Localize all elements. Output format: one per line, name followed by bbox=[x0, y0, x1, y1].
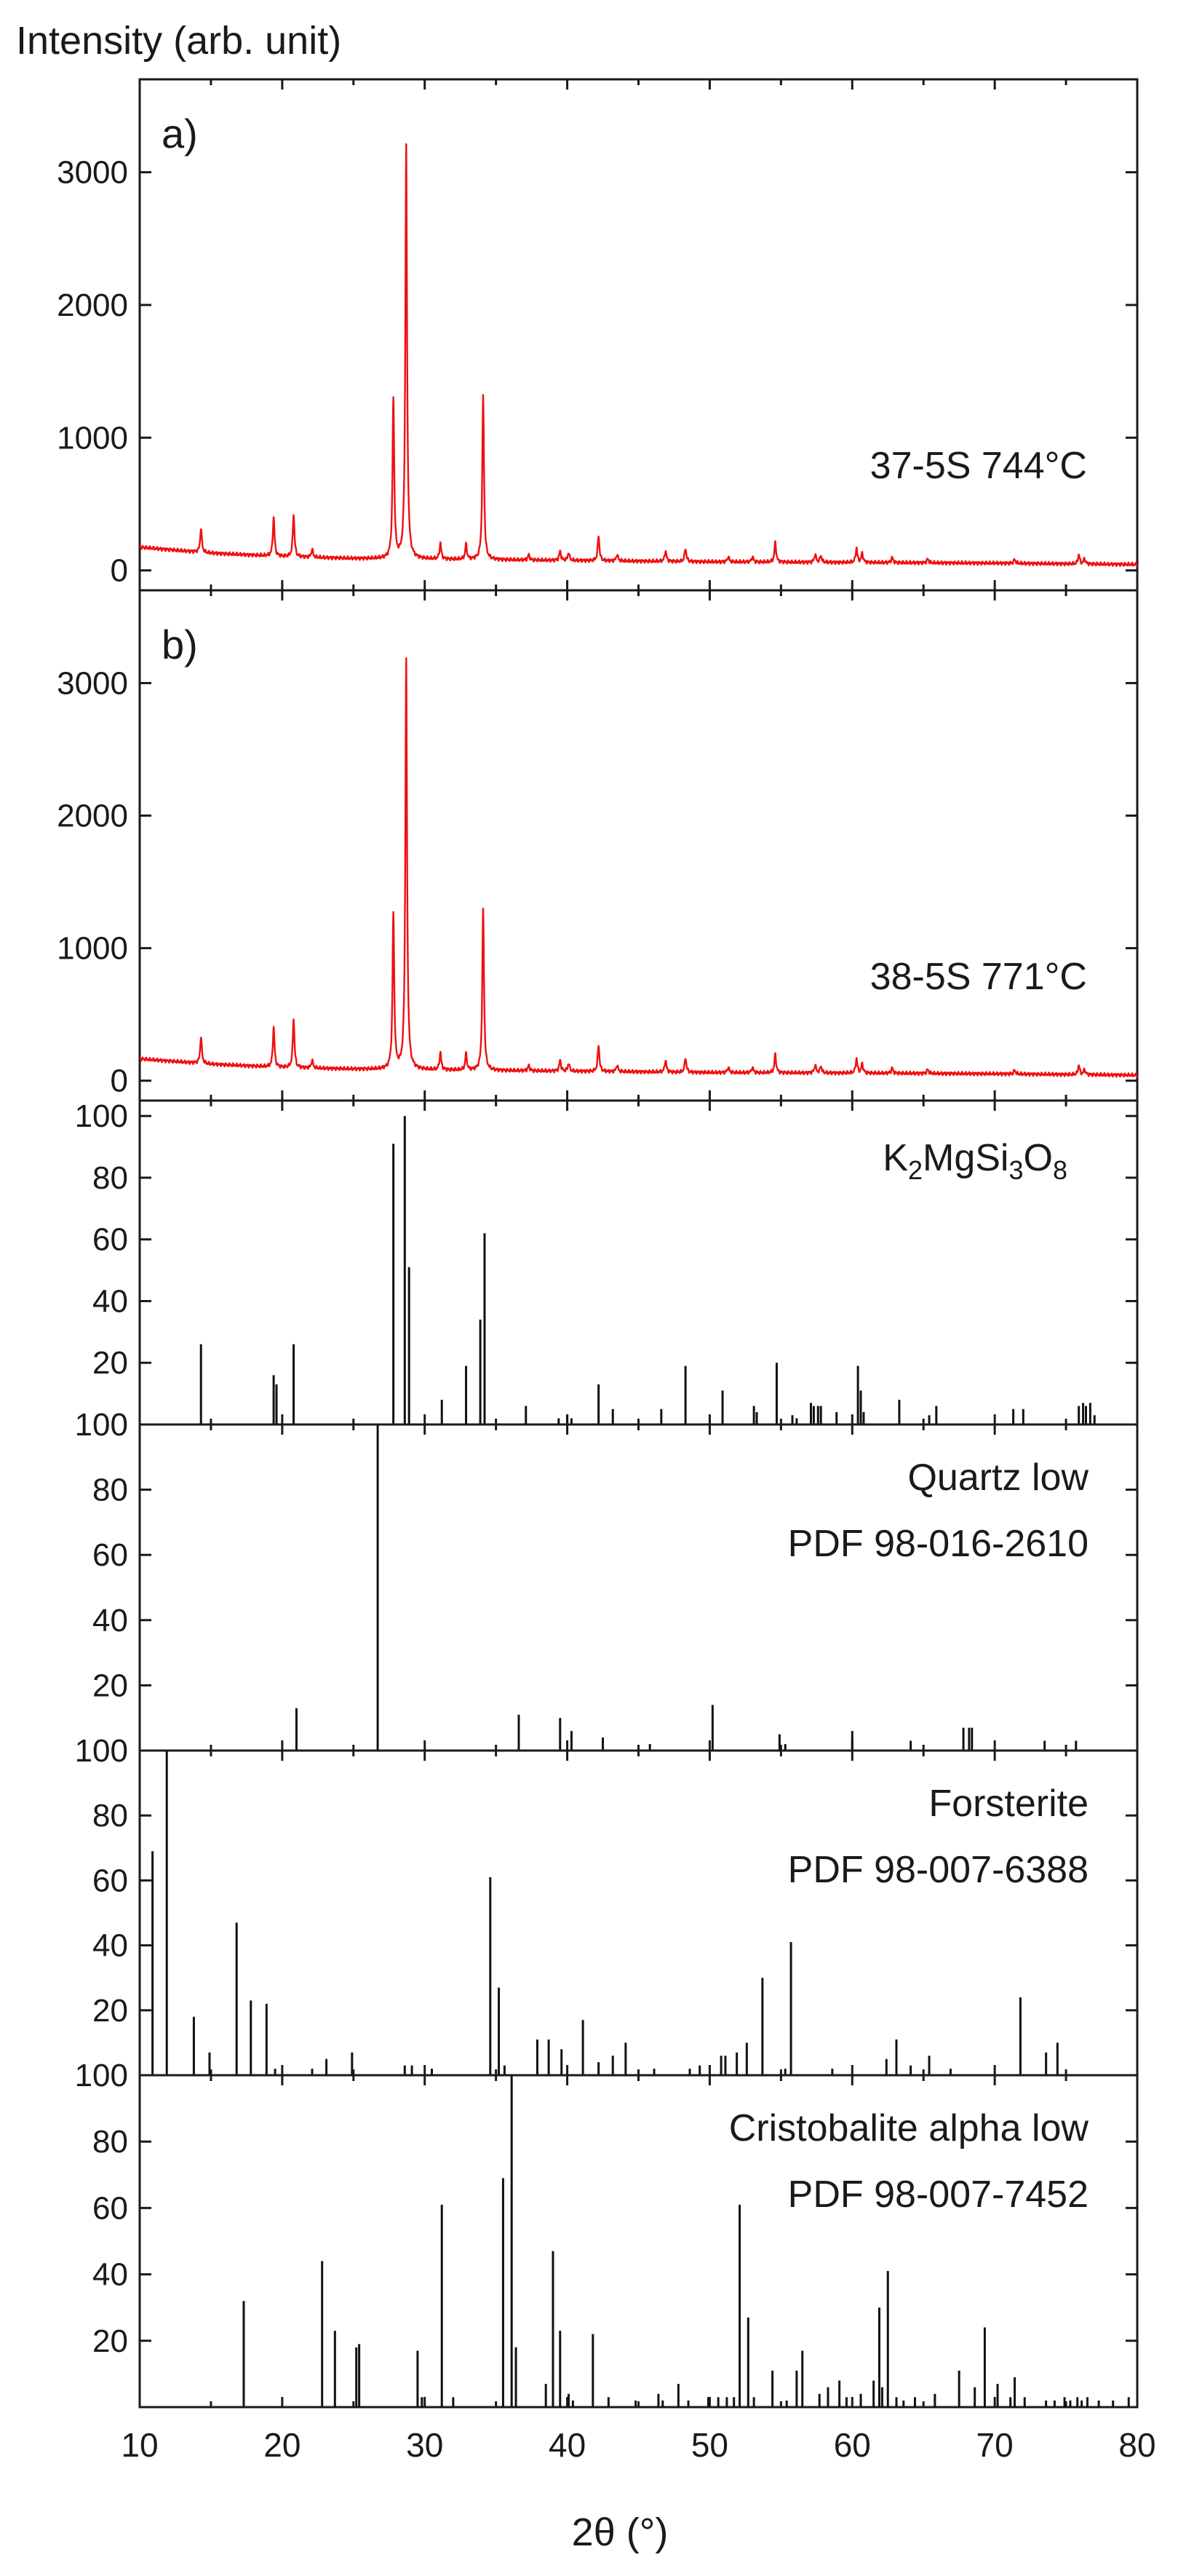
x-tick-label: 20 bbox=[263, 2426, 301, 2464]
reference-annotation: Quartz low bbox=[907, 1457, 1089, 1499]
y-tick-label: 60 bbox=[92, 1537, 128, 1573]
pattern-trace bbox=[139, 657, 1139, 1078]
panel-2: 0 1000 2000 3000 b) 38-5S 771°C bbox=[57, 589, 1139, 1102]
x-tick-label: 30 bbox=[406, 2426, 443, 2464]
y-tick-label: 100 bbox=[75, 1098, 128, 1134]
y-tick-label: 100 bbox=[75, 1407, 128, 1443]
y-tick-label: 40 bbox=[92, 1928, 128, 1964]
panel-6: 20 40 60 80 100 Cristobalite alpha low PDF 98-… bbox=[75, 2058, 1139, 2409]
y-tick-label: 3000 bbox=[57, 665, 128, 701]
y-tick-label: 80 bbox=[92, 1160, 128, 1196]
y-tick-label: 60 bbox=[92, 1863, 128, 1898]
plot-frame bbox=[138, 78, 1139, 592]
x-tick-label: 80 bbox=[1118, 2426, 1155, 2464]
x-axis-title: 2θ (°) bbox=[572, 2510, 669, 2554]
panel-label: b) bbox=[162, 622, 198, 667]
y-tick-label: 60 bbox=[92, 1222, 128, 1258]
x-tick-label: 50 bbox=[691, 2426, 728, 2464]
sample-annotation: 38-5S 771°C bbox=[870, 956, 1087, 998]
y-axis-title: Intensity (arb. unit) bbox=[16, 19, 341, 63]
panel-label: a) bbox=[162, 111, 198, 156]
y-tick-label: 40 bbox=[92, 1603, 128, 1638]
x-axis: 10 20 30 40 50 60 70 80 bbox=[121, 2426, 1155, 2464]
y-tick-label: 80 bbox=[92, 1798, 128, 1834]
y-tick-label: 40 bbox=[92, 2257, 128, 2293]
y-tick-label: 60 bbox=[92, 2190, 128, 2226]
panel-stack: 0 1000 2000 3000 a) 37-5S 744°C 0 1000 2000 3000 b… bbox=[57, 78, 1139, 2409]
y-tick-label: 2000 bbox=[57, 798, 128, 834]
y-tick-label: 1000 bbox=[57, 931, 128, 967]
y-tick-label: 1000 bbox=[57, 420, 128, 456]
reference-annotation: Cristobalite alpha low bbox=[729, 2107, 1089, 2149]
plot-frame bbox=[138, 589, 1139, 1102]
panel-4: 20 40 60 80 100 Quartz low PDF 98-016-2610 bbox=[75, 1407, 1139, 1752]
y-tick-label: 100 bbox=[75, 2058, 128, 2093]
reference-annotation: K2MgSi3O8 bbox=[883, 1137, 1067, 1185]
y-tick-label: 2000 bbox=[57, 288, 128, 323]
y-tick-label: 3000 bbox=[57, 155, 128, 191]
panel-3: 20 40 60 80 100 K2MgSi3O8 bbox=[75, 1098, 1139, 1426]
y-tick-label: 100 bbox=[75, 1733, 128, 1769]
sample-annotation: 37-5S 744°C bbox=[870, 445, 1087, 487]
reference-annotation: Forsterite bbox=[928, 1783, 1089, 1825]
y-tick-label: 20 bbox=[92, 1345, 128, 1381]
y-tick-label: 20 bbox=[92, 2323, 128, 2359]
reference-annotation: PDF 98-007-6388 bbox=[788, 1849, 1089, 1891]
x-tick-label: 60 bbox=[834, 2426, 871, 2464]
y-tick-label: 0 bbox=[111, 1063, 128, 1099]
x-tick-label: 10 bbox=[121, 2426, 158, 2464]
y-tick-label: 80 bbox=[92, 2124, 128, 2160]
panel-1: 0 1000 2000 3000 a) 37-5S 744°C bbox=[57, 78, 1139, 592]
panel-5: 20 40 60 80 100 Forsterite PDF 98-007-6388 bbox=[75, 1733, 1139, 2077]
y-tick-label: 0 bbox=[111, 553, 128, 589]
y-tick-label: 20 bbox=[92, 1993, 128, 2029]
y-tick-label: 80 bbox=[92, 1473, 128, 1508]
pattern-trace bbox=[139, 143, 1139, 567]
x-tick-label: 70 bbox=[976, 2426, 1014, 2464]
x-tick-label: 40 bbox=[549, 2426, 586, 2464]
y-tick-label: 20 bbox=[92, 1668, 128, 1703]
reference-annotation: PDF 98-016-2610 bbox=[788, 1523, 1089, 1565]
reference-annotation: PDF 98-007-7452 bbox=[788, 2173, 1089, 2216]
y-tick-label: 40 bbox=[92, 1283, 128, 1319]
